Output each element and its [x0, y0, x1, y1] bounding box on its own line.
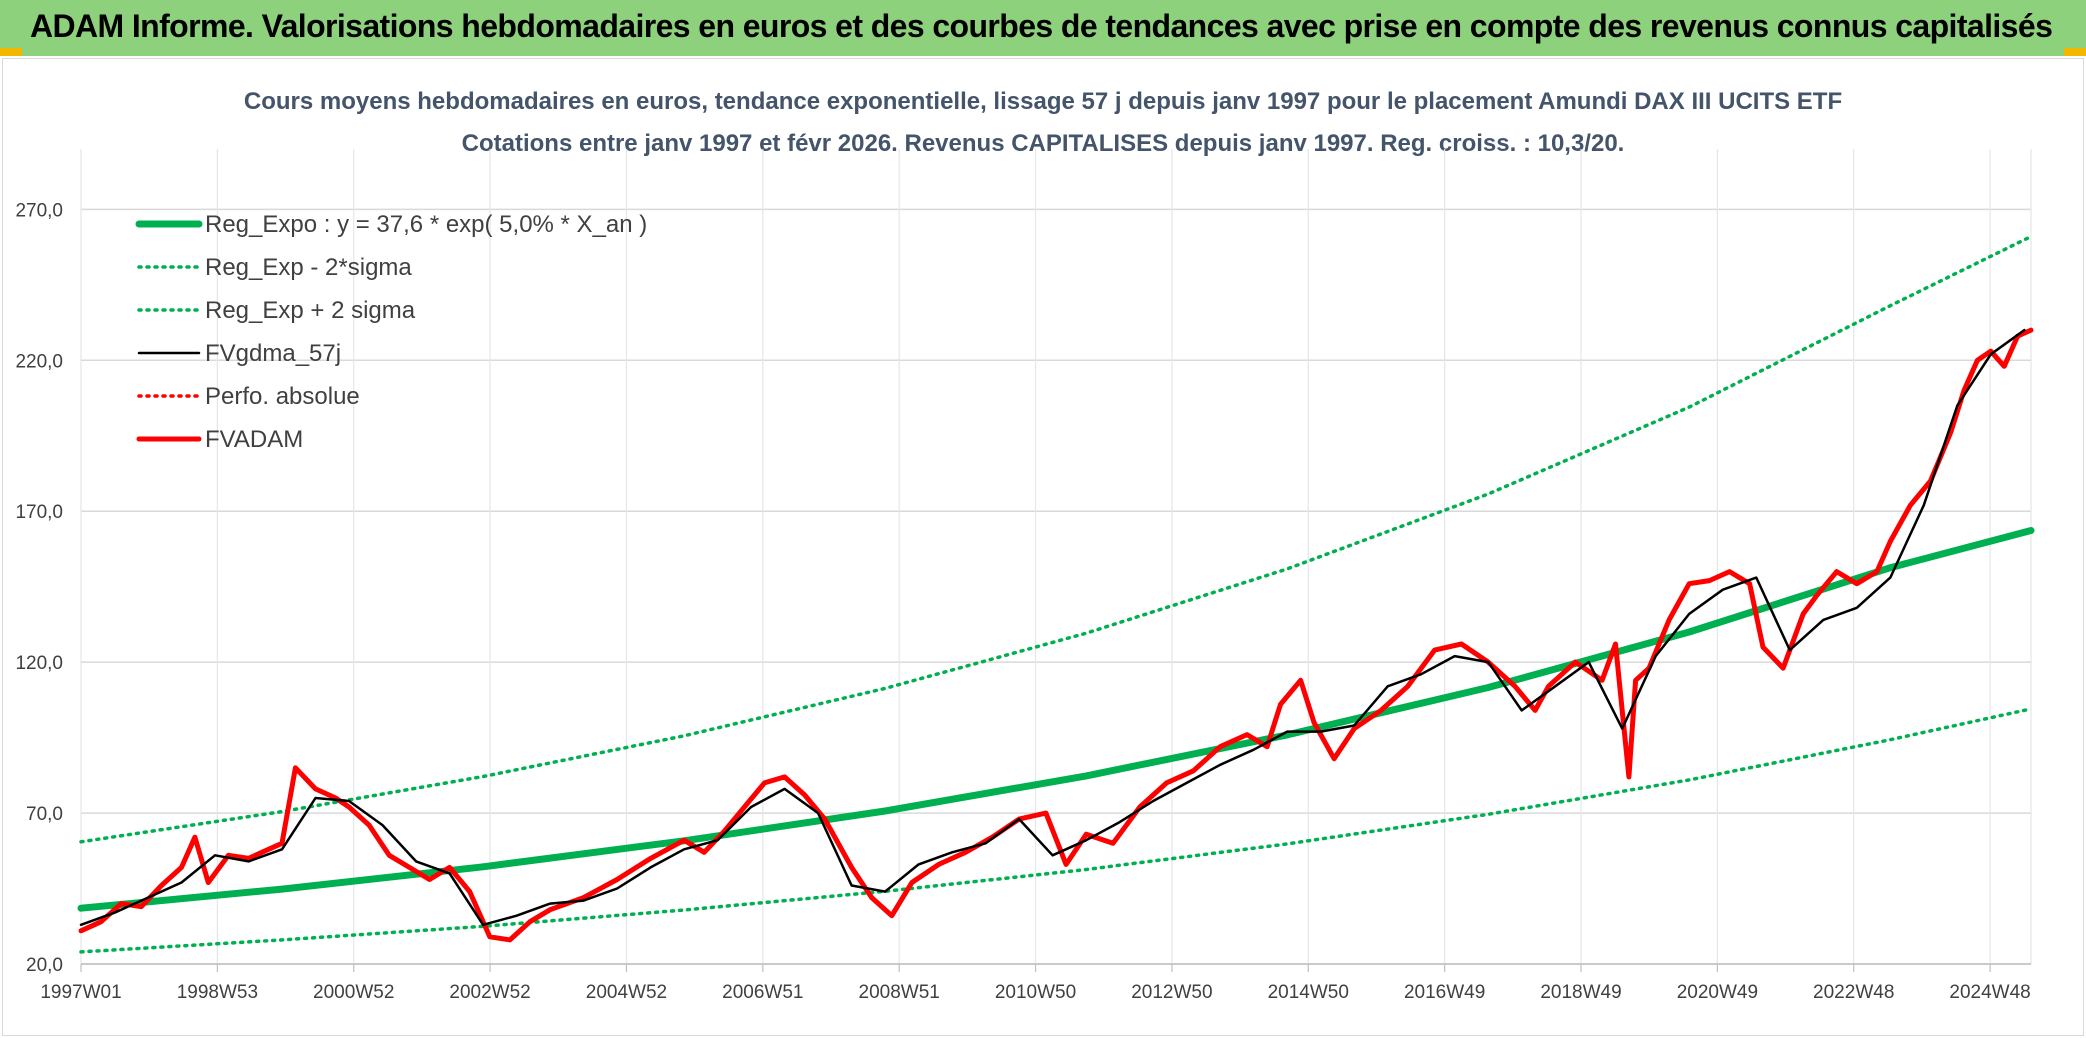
x-tick-label: 2000W52: [313, 982, 394, 1003]
series-line-0: [77, 527, 2035, 912]
y-tick-label: 20,0: [26, 955, 63, 976]
legend-label: Reg_Exp + 2 sigma: [205, 297, 416, 324]
header-banner: ADAM Informe. Valorisations hebdomadaire…: [0, 0, 2086, 56]
series-line-3: [79, 328, 2026, 927]
chart-canvas: Cours moyens hebdomadaires en euros, ten…: [15, 88, 2035, 1003]
y-tick-label: 120,0: [15, 653, 63, 674]
x-tick-label: 2024W48: [1949, 982, 2030, 1003]
legend: Reg_Expo : y = 37,6 * exp( 5,0% * X_an )…: [135, 211, 647, 453]
chart-frame: Cours moyens hebdomadaires en euros, ten…: [2, 58, 2084, 1036]
x-tick-label: 2008W51: [859, 982, 940, 1003]
chart-subtitle: Cotations entre janv 1997 et févr 2026. …: [462, 130, 1625, 157]
x-tick-label: 2018W49: [1540, 982, 1621, 1003]
x-tick-label: 2016W49: [1404, 982, 1485, 1003]
axes-layer: 20,0 70,0 120,0 170,0 220,0 270,0 1997W01 1998W…: [15, 200, 2031, 1003]
series-layer: [77, 234, 2035, 954]
x-tick-label: 2010W50: [995, 982, 1076, 1003]
series-line-2: [79, 234, 2033, 844]
chart-title: Cours moyens hebdomadaires en euros, ten…: [244, 88, 1842, 115]
grid-layer: [80, 149, 2032, 965]
legend-label: Reg_Exp - 2*sigma: [205, 254, 412, 281]
x-tick-label: 2012W50: [1131, 982, 1212, 1003]
x-tick-label: 2006W51: [722, 982, 803, 1003]
series-line-5: [78, 327, 2034, 943]
legend-label: FVADAM: [205, 426, 303, 453]
y-tick-label: 70,0: [26, 804, 63, 825]
x-tick-label: 1998W53: [177, 982, 258, 1003]
x-tick-label: 2004W52: [586, 982, 667, 1003]
x-tick-label: 2022W48: [1813, 982, 1894, 1003]
x-tick-label: 2020W49: [1677, 982, 1758, 1003]
banner-accent-right: [2064, 48, 2086, 56]
y-tick-label: 220,0: [15, 351, 63, 372]
x-tick-label: 1997W01: [40, 982, 121, 1003]
series-line-1: [79, 707, 2033, 954]
x-tick-label: 2002W52: [449, 982, 530, 1003]
y-tick-label: 170,0: [15, 502, 63, 523]
legend-label: Reg_Expo : y = 37,6 * exp( 5,0% * X_an ): [205, 211, 647, 238]
x-tick-label: 2014W50: [1268, 982, 1349, 1003]
y-tick-label: 270,0: [15, 200, 63, 221]
legend-label: FVgdma_57j: [205, 340, 341, 367]
banner-accent-left: [0, 48, 22, 56]
report-title: ADAM Informe. Valorisations hebdomadaire…: [30, 8, 2053, 44]
legend-label: Perfo. absolue: [205, 383, 360, 410]
